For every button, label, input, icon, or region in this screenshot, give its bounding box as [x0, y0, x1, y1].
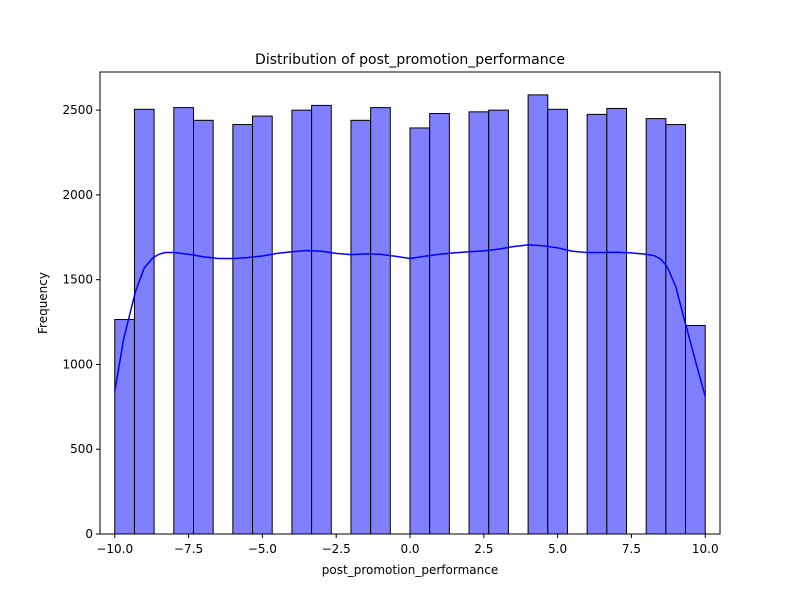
- y-tick-label: 500: [70, 442, 93, 456]
- histogram-bar: [527, 94, 549, 535]
- x-tick-label: 7.5: [622, 542, 641, 556]
- histogram-bar: [114, 319, 135, 535]
- histogram-bar: [232, 124, 254, 535]
- chart-title: Distribution of post_promotion_performan…: [255, 52, 565, 68]
- x-tick-label: 5.0: [548, 542, 567, 556]
- histogram-bar: [252, 115, 273, 535]
- histogram-bar: [488, 109, 509, 535]
- x-tick-label: 0.0: [400, 542, 419, 556]
- histogram-bar: [193, 119, 214, 535]
- histogram-bar: [468, 111, 490, 535]
- x-tick-label: 2.5: [474, 542, 493, 556]
- y-tick-label: 1000: [62, 357, 93, 371]
- histogram-bar: [547, 108, 568, 535]
- x-tick-label: 10.0: [692, 542, 719, 556]
- bars-group: [114, 94, 706, 535]
- y-axis-ticks: 0 500 1000 1500 2000 2500: [62, 103, 100, 541]
- x-axis-label: post_promotion_performance: [322, 563, 498, 577]
- histogram-bar: [645, 118, 667, 535]
- y-tick-label: 0: [85, 527, 93, 541]
- x-tick-label: −5.0: [248, 542, 277, 556]
- histogram-bar: [311, 104, 332, 535]
- histogram-bar: [350, 119, 372, 535]
- x-tick-label: −2.5: [322, 542, 351, 556]
- x-tick-label: −10.0: [96, 542, 133, 556]
- kde-curve: [114, 244, 706, 397]
- histogram-bar: [133, 108, 155, 535]
- histogram-bar: [370, 107, 391, 535]
- histogram-bar: [606, 107, 628, 535]
- histogram-bar: [685, 324, 706, 535]
- histogram-bar: [291, 109, 313, 535]
- histogram-bar: [173, 107, 194, 535]
- y-axis-label: Frequency: [36, 272, 50, 334]
- histogram-bar: [429, 113, 450, 535]
- y-tick-label: 1500: [62, 273, 93, 287]
- histogram-bar: [586, 113, 608, 535]
- x-axis-ticks: −10.0 −7.5 −5.0 −2.5 0.0 2.5 5.0 7.5 10.0: [96, 534, 719, 556]
- histogram-bar: [409, 127, 431, 535]
- x-tick-label: −7.5: [174, 542, 203, 556]
- histogram-bar: [665, 124, 687, 535]
- y-tick-label: 2500: [62, 103, 93, 117]
- y-tick-label: 2000: [62, 188, 93, 202]
